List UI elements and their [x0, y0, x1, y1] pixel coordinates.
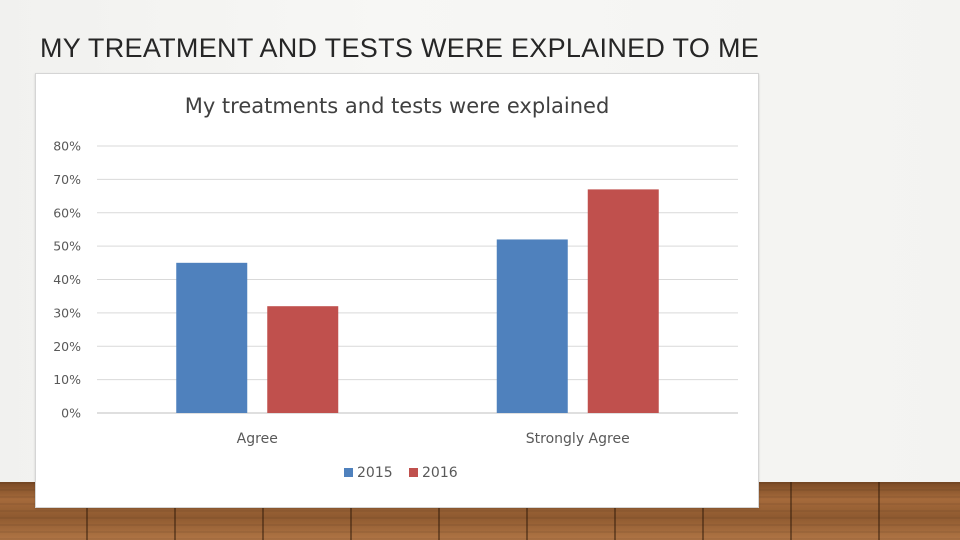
bars: [176, 189, 659, 413]
bar-2015-agree: [176, 262, 248, 413]
y-tick-label: 70%: [53, 172, 81, 187]
slide-title: MY TREATMENT AND TESTS WERE EXPLAINED TO…: [40, 33, 760, 63]
chart-title: My treatments and tests were explained: [185, 94, 610, 118]
y-tick-label: 60%: [53, 205, 81, 220]
y-tick-label: 20%: [53, 339, 81, 354]
x-category-label: Agree: [237, 431, 278, 447]
y-tick-label: 0%: [61, 406, 81, 421]
x-category-label: Strongly Agree: [526, 431, 630, 447]
y-tick-label: 30%: [53, 305, 81, 320]
bar-2016-strongly-agree: [587, 189, 659, 413]
bar-2016-agree: [267, 306, 339, 413]
bar-2015-strongly-agree: [496, 239, 568, 413]
legend[interactable]: 2015 2016: [344, 465, 458, 481]
legend-swatch-2015: [344, 468, 353, 477]
legend-label-2015[interactable]: 2015: [357, 465, 393, 481]
y-tick-label: 50%: [53, 239, 81, 254]
legend-label-2016[interactable]: 2016: [422, 465, 458, 481]
y-tick-label: 80%: [53, 139, 81, 154]
chart-card: My treatments and tests were explained 0…: [35, 73, 759, 508]
y-axis-ticks: 0% 10% 20% 30% 40% 50% 60% 70% 80%: [53, 139, 81, 421]
x-axis-categories: Agree Strongly Agree: [237, 431, 630, 447]
y-tick-label: 40%: [53, 272, 81, 287]
bar-chart: My treatments and tests were explained 0…: [53, 94, 738, 481]
y-tick-label: 10%: [53, 372, 81, 387]
legend-swatch-2016: [409, 468, 418, 477]
